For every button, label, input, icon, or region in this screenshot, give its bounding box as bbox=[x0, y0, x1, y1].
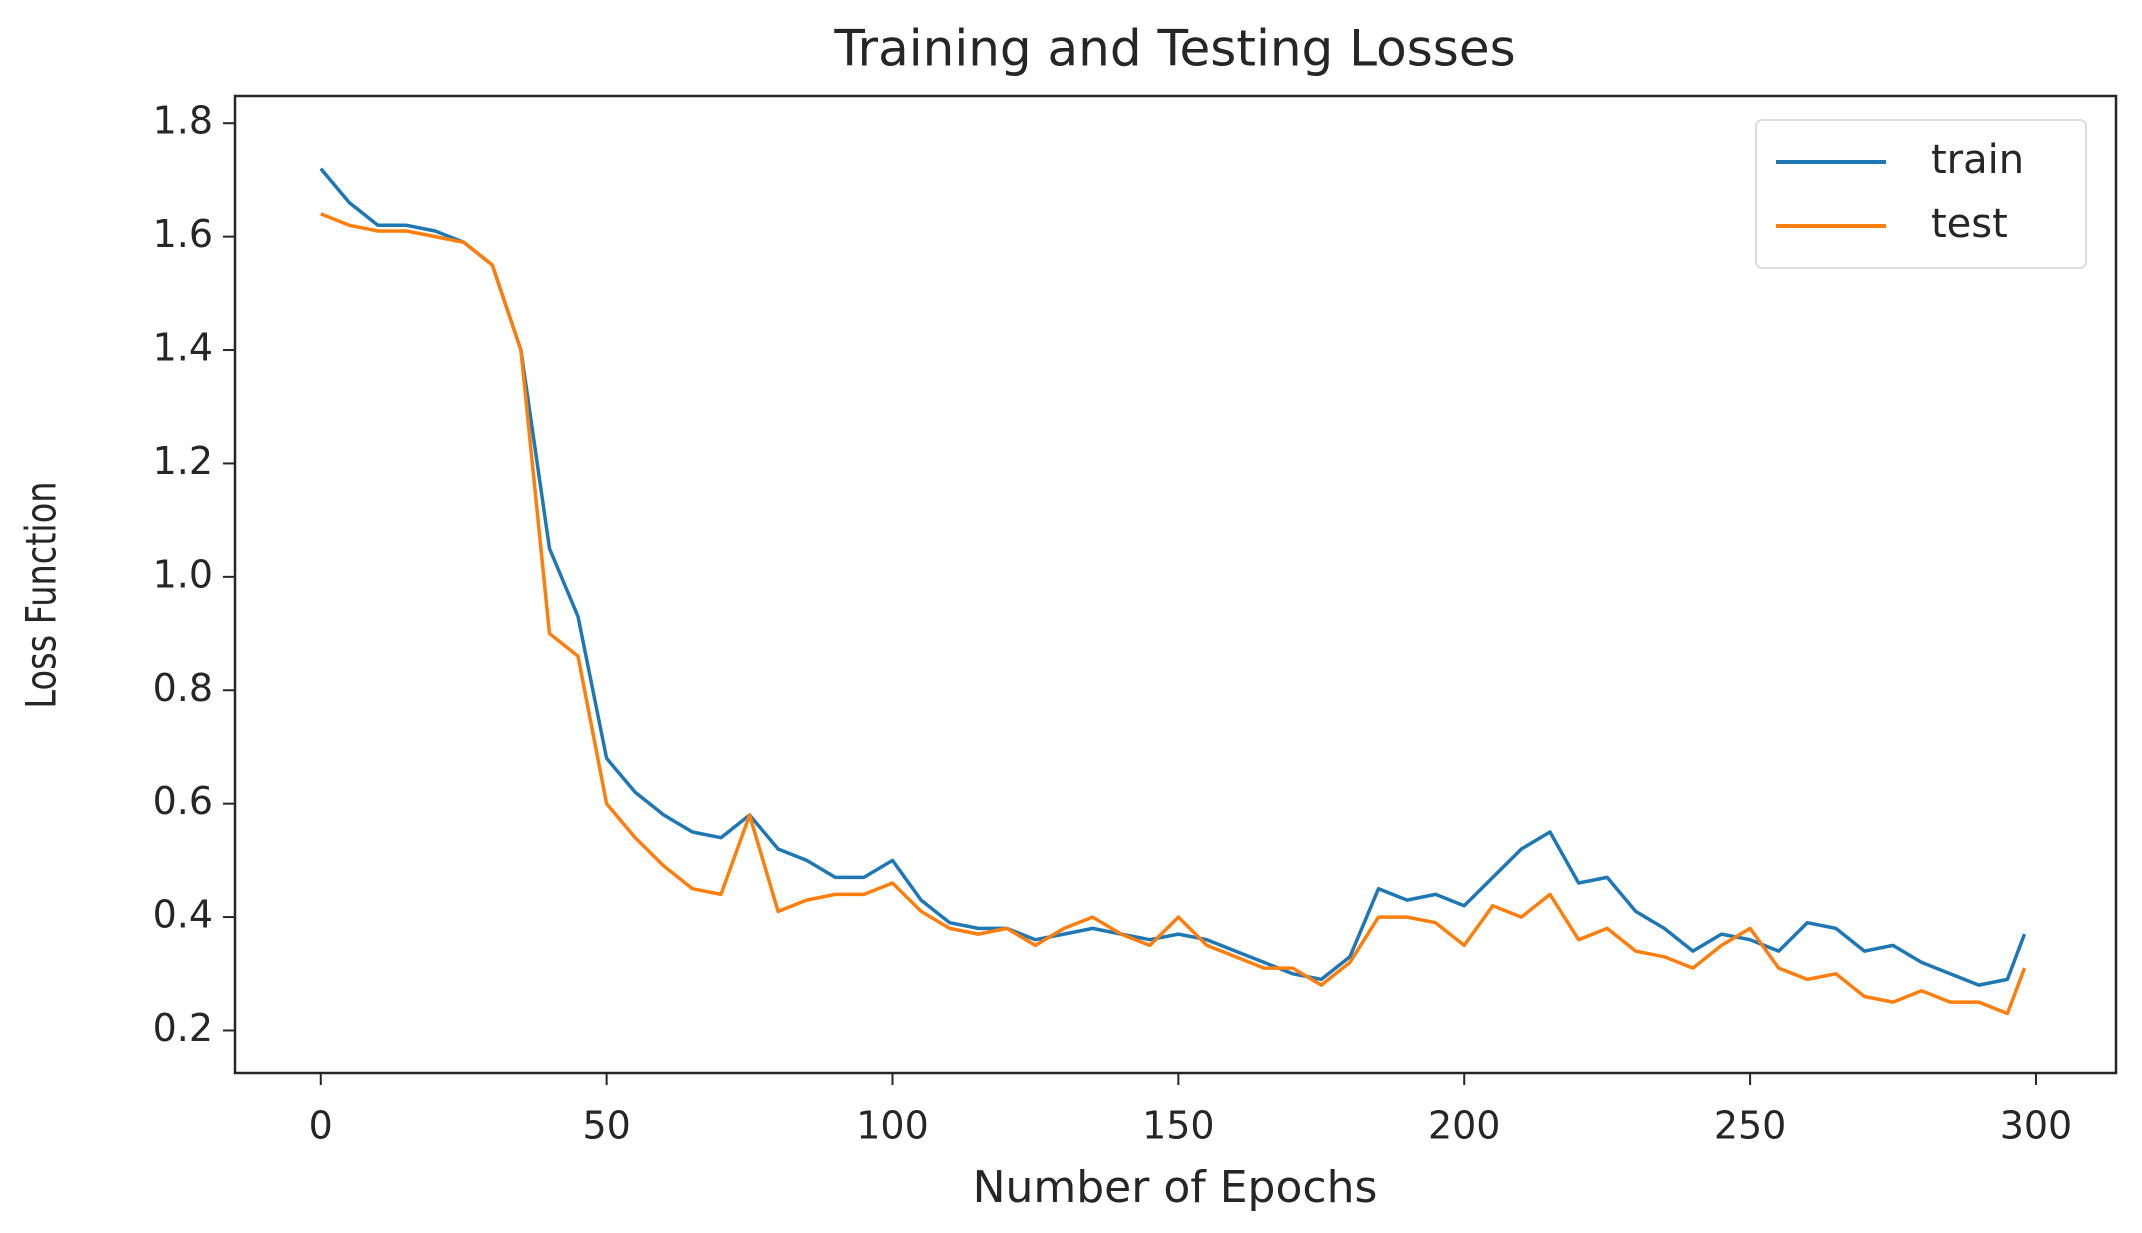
x-tick-label: 250 bbox=[1714, 1104, 1787, 1148]
y-tick-label: 0.2 bbox=[153, 1006, 213, 1050]
x-tick-label: 200 bbox=[1428, 1104, 1501, 1148]
y-tick-label: 0.4 bbox=[153, 893, 213, 937]
y-tick-label: 0.6 bbox=[153, 779, 213, 823]
legend-box bbox=[1755, 119, 2087, 269]
y-axis-label: Loss Function bbox=[17, 481, 66, 708]
y-tick-label: 1.6 bbox=[153, 212, 213, 256]
x-tick-label: 50 bbox=[582, 1104, 630, 1148]
x-axis-label: Number of Epochs bbox=[973, 1162, 1378, 1213]
x-tick-label: 0 bbox=[309, 1104, 333, 1148]
series-line bbox=[320, 212, 2027, 1016]
plot-frame bbox=[233, 94, 2118, 1075]
y-tick-label: 0.8 bbox=[153, 666, 213, 710]
y-tick-label: 1.4 bbox=[153, 326, 213, 370]
legend-label: train bbox=[1931, 137, 2024, 183]
legend-label: test bbox=[1931, 201, 2008, 247]
x-tick-label: 300 bbox=[2000, 1104, 2073, 1148]
chart-title: Training and Testing Losses bbox=[833, 20, 1515, 78]
series-line bbox=[319, 167, 2027, 987]
y-tick-label: 1.2 bbox=[153, 439, 213, 483]
x-tick-label: 150 bbox=[1142, 1104, 1215, 1148]
y-tick-label: 1.8 bbox=[153, 99, 213, 143]
x-tick-label: 100 bbox=[856, 1104, 929, 1148]
y-tick-label: 1.0 bbox=[153, 552, 213, 596]
